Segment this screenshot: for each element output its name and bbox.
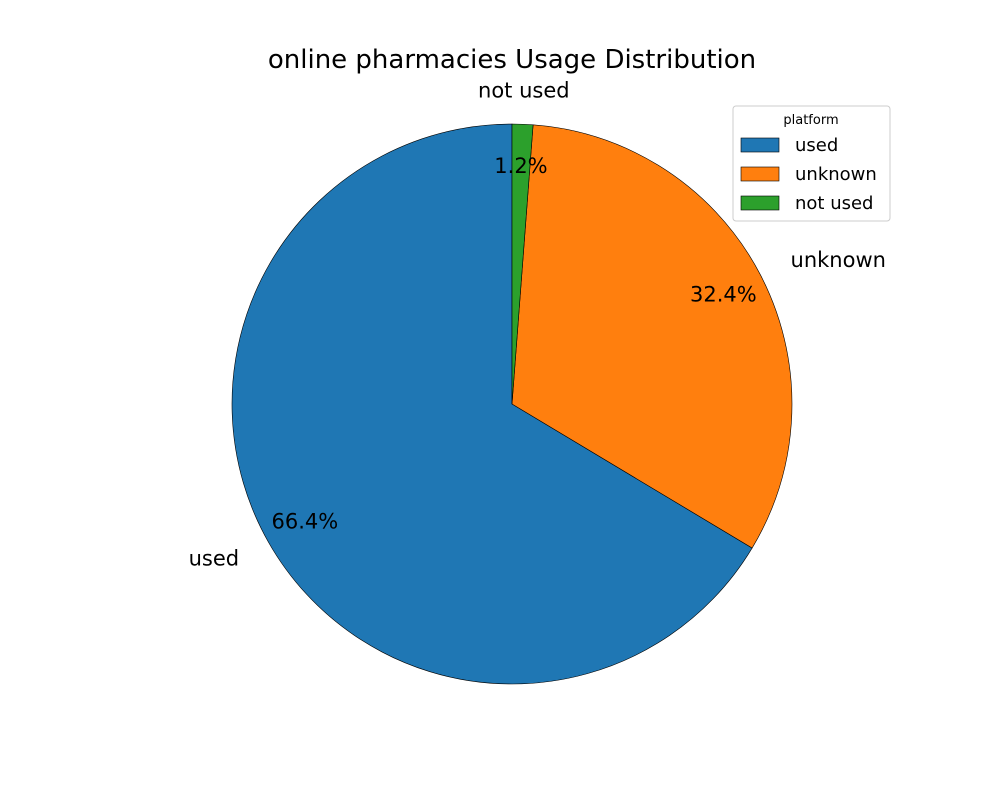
legend-swatch (740, 137, 780, 153)
legend-swatch (740, 166, 780, 182)
legend-label: not used (795, 193, 874, 214)
pie-slice-unknown (511, 124, 793, 549)
pie-percent-label: 1.2% (494, 154, 547, 178)
pie-category-label: used (189, 547, 240, 571)
pie-category-label: unknown (791, 248, 886, 272)
pie-category-label: not used (478, 79, 570, 103)
pie-percent-label: 66.4% (272, 509, 339, 533)
legend-swatch (740, 195, 780, 211)
legend: platform used unknown not used (732, 105, 891, 222)
legend-label: unknown (795, 164, 877, 185)
pie-slice-not-used (511, 123, 534, 405)
legend-label: used (795, 135, 838, 156)
chart-title: online pharmacies Usage Distribution (268, 45, 756, 75)
legend-box (732, 105, 891, 222)
pie-labels: 66.4% used 32.4% unknown 1.2% not used (189, 79, 886, 571)
pie-slices (231, 123, 793, 685)
pie-slice-used (231, 123, 753, 685)
legend-title: platform (783, 113, 838, 128)
pie-percent-label: 32.4% (690, 283, 757, 307)
